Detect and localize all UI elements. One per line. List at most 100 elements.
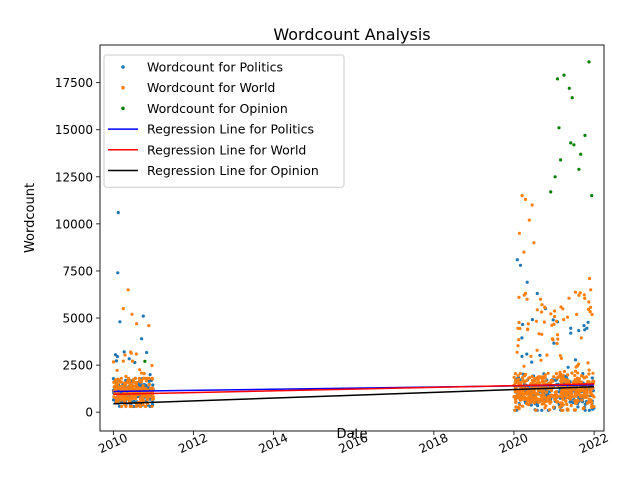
data-point	[579, 394, 584, 398]
data-point	[566, 373, 570, 377]
data-point	[561, 376, 565, 380]
data-point	[525, 352, 529, 356]
data-point	[554, 372, 559, 376]
data-point	[574, 394, 578, 398]
data-point	[585, 390, 589, 395]
data-point	[130, 397, 134, 401]
data-point	[119, 398, 123, 402]
outlier-point	[535, 291, 539, 296]
data-point	[555, 333, 560, 337]
data-point	[549, 312, 553, 316]
outlier-point	[553, 175, 557, 179]
data-point	[522, 397, 526, 401]
data-point	[142, 376, 146, 380]
outlier-point	[589, 288, 593, 292]
y-axis-ticks: 0 2500 5000 7500 10000 12500 15000 17500	[55, 76, 100, 420]
data-point	[561, 397, 565, 401]
data-point	[516, 405, 520, 409]
outlier-point	[567, 86, 571, 90]
data-point	[529, 381, 533, 385]
data-point	[561, 307, 565, 311]
data-point	[544, 404, 548, 408]
legend-label-wordcount-for-politics: Wordcount for Politics	[147, 60, 283, 75]
data-point	[535, 348, 539, 352]
data-point	[525, 402, 529, 406]
data-point	[145, 376, 149, 380]
data-point	[540, 375, 545, 379]
data-point	[561, 379, 565, 383]
outlier-point	[569, 141, 573, 145]
data-point	[586, 361, 590, 365]
data-point	[556, 400, 560, 404]
data-point	[576, 399, 580, 403]
data-point	[132, 380, 136, 384]
data-point	[130, 359, 135, 363]
data-point	[591, 371, 595, 375]
outlier-point	[590, 194, 594, 198]
data-point	[558, 394, 562, 398]
data-point	[539, 358, 543, 362]
data-point	[513, 397, 518, 401]
regression-line-for-opinion	[113, 386, 595, 405]
scatter-layer	[111, 60, 596, 412]
data-point	[512, 395, 516, 399]
data-point	[559, 401, 563, 405]
data-point	[534, 392, 538, 396]
data-point	[120, 394, 124, 398]
data-point	[537, 381, 542, 385]
data-point	[536, 404, 540, 408]
data-point	[515, 350, 519, 354]
data-point	[576, 371, 580, 375]
outlier-point	[121, 307, 125, 311]
data-point	[533, 396, 537, 400]
outlier-point	[140, 337, 144, 341]
data-point	[534, 319, 539, 323]
data-point	[530, 375, 534, 379]
data-point	[127, 357, 131, 361]
x-axis-label: Date	[336, 427, 367, 442]
data-point	[525, 378, 529, 383]
outlier-point	[515, 258, 519, 262]
data-point	[133, 360, 137, 365]
data-point	[140, 371, 144, 375]
data-point	[571, 395, 576, 399]
legend-label-regression-line-for-world: Regression Line for World	[147, 142, 306, 157]
data-point	[518, 403, 522, 407]
data-point	[521, 404, 525, 408]
data-point	[559, 379, 563, 383]
data-point	[585, 326, 589, 330]
data-point	[540, 303, 544, 307]
data-point	[528, 392, 532, 396]
data-point	[134, 387, 138, 391]
data-point	[575, 401, 579, 405]
outlier-point	[587, 276, 592, 281]
data-point	[133, 376, 137, 380]
data-point	[529, 354, 533, 358]
y-axis-label: Wordcount	[23, 183, 38, 253]
data-point	[520, 354, 524, 358]
y-tick-label: 0	[85, 406, 93, 420]
data-point	[130, 404, 134, 409]
legend-label-wordcount-for-opinion: Wordcount for Opinion	[147, 101, 288, 116]
data-point	[567, 296, 571, 300]
data-point	[569, 403, 573, 408]
data-point	[573, 399, 577, 403]
data-point	[573, 358, 578, 362]
data-point	[575, 312, 579, 316]
data-point	[114, 383, 118, 387]
data-point	[547, 395, 551, 399]
data-point	[562, 318, 566, 322]
data-point	[583, 328, 587, 332]
data-point	[143, 404, 148, 409]
data-point	[568, 389, 572, 393]
data-point	[128, 399, 132, 403]
data-point	[133, 395, 137, 399]
data-point	[525, 297, 529, 301]
data-point	[123, 353, 127, 357]
data-point	[558, 370, 562, 374]
data-point	[518, 326, 522, 331]
data-point	[540, 408, 544, 412]
data-point	[526, 322, 530, 326]
data-point	[134, 404, 138, 409]
